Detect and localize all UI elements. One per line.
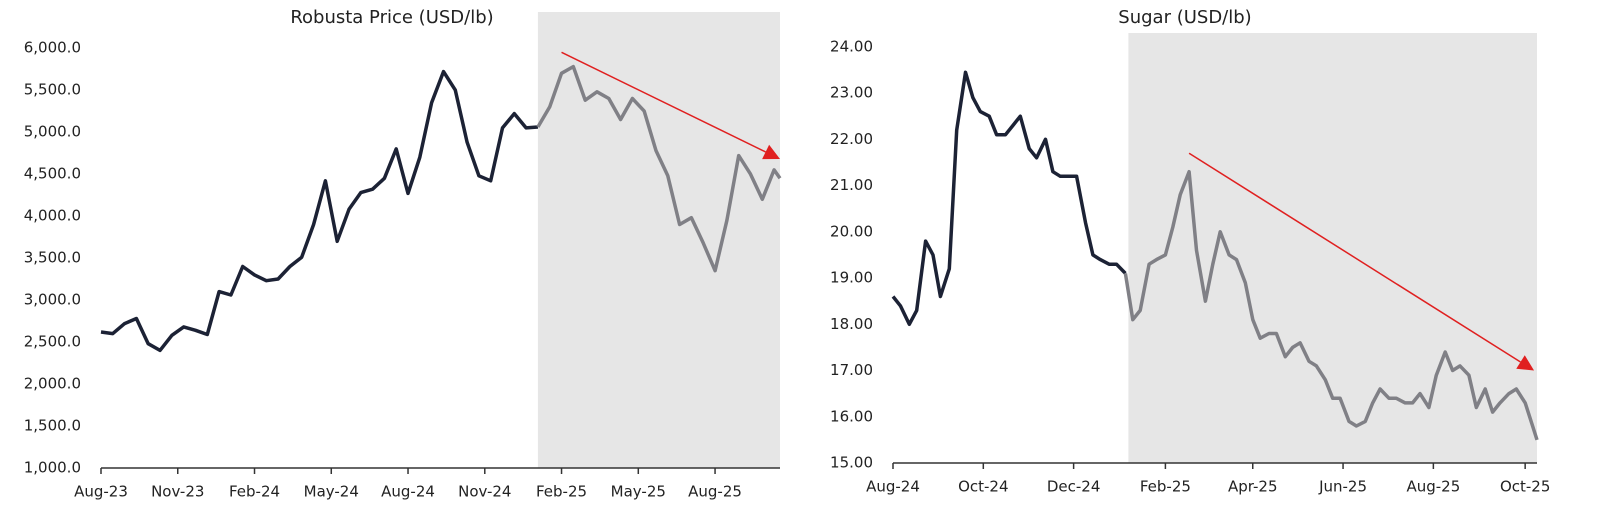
y-tick-label: 24.00: [830, 37, 873, 55]
x-tick-label: Feb-25: [1140, 478, 1191, 496]
x-tick-label: Aug-24: [381, 483, 435, 501]
x-tick-label: Feb-25: [536, 483, 587, 501]
x-tick-label: Jun-25: [1318, 478, 1367, 496]
price-line: [100, 69, 539, 353]
trend-arrow: [561, 51, 766, 153]
y-tick-label: 5,000.0: [24, 123, 81, 141]
y-tick-label: 19.00: [830, 269, 873, 287]
trend-arrow-head: [1516, 355, 1535, 371]
y-tick-label: 5,500.0: [24, 81, 81, 99]
y-tick-label: 1,000.0: [24, 459, 81, 477]
x-tick-label: Feb-24: [229, 483, 280, 501]
x-tick-label: Aug-23: [74, 483, 128, 501]
x-tick-label: Dec-24: [1047, 478, 1101, 496]
price-line: [536, 64, 782, 273]
y-tick-label: 17.00: [830, 361, 873, 379]
y-tick-label: 4,000.0: [24, 207, 81, 225]
chart-title: Robusta Price (USD/lb): [290, 7, 493, 28]
x-tick-label: May-25: [611, 483, 666, 501]
x-tick-label: Aug-25: [1406, 478, 1460, 496]
y-tick-label: 20.00: [830, 222, 873, 240]
y-tick-label: 1,500.0: [24, 417, 81, 435]
y-tick-label: 2,500.0: [24, 333, 81, 351]
trend-arrow-head: [762, 144, 780, 160]
chart-title: Sugar (USD/lb): [1118, 7, 1251, 28]
x-tick-label: Aug-24: [866, 478, 920, 496]
x-tick-label: May-24: [304, 483, 359, 501]
y-tick-label: 4,500.0: [24, 165, 81, 183]
y-tick-label: 21.00: [830, 176, 873, 194]
y-tick-label: 2,000.0: [24, 375, 81, 393]
y-tick-label: 22.00: [830, 130, 873, 148]
trend-arrow: [1188, 152, 1521, 363]
x-tick-label: Oct-24: [958, 478, 1008, 496]
y-tick-label: 16.00: [830, 407, 873, 425]
highlight-region: [537, 12, 780, 468]
y-tick-label: 6,000.0: [24, 39, 81, 57]
y-tick-label: 3,000.0: [24, 291, 81, 309]
y-tick-label: 23.00: [830, 84, 873, 102]
price-line: [1123, 169, 1539, 441]
y-tick-label: 18.00: [830, 315, 873, 333]
x-tick-label: Apr-25: [1228, 478, 1278, 496]
price-line: [891, 70, 1127, 327]
x-tick-label: Nov-24: [458, 483, 511, 501]
y-tick-label: 15.00: [830, 454, 873, 472]
x-tick-label: Aug-25: [688, 483, 742, 501]
x-tick-label: Nov-23: [151, 483, 204, 501]
x-tick-label: Oct-25: [1500, 478, 1550, 496]
y-tick-label: 3,500.0: [24, 249, 81, 267]
